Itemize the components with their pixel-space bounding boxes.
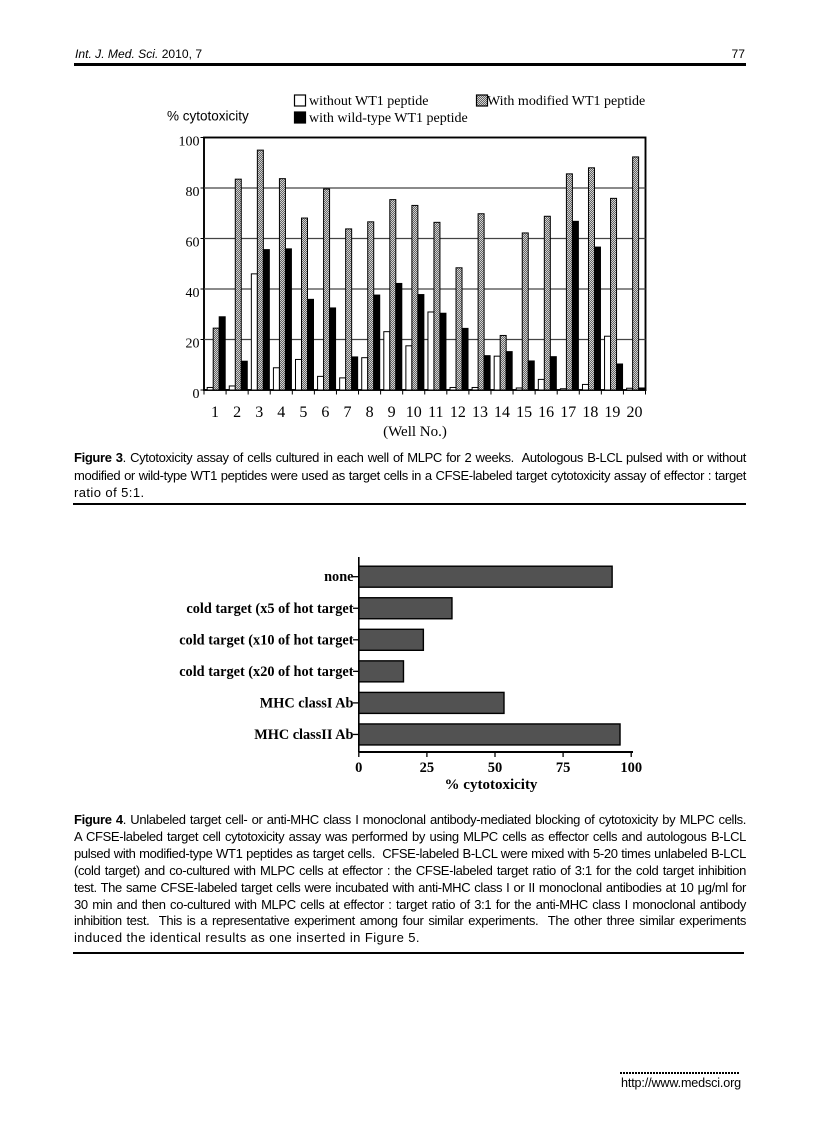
svg-text:6: 6: [321, 404, 329, 421]
svg-text:cold target (x10 of hot target: cold target (x10 of hot target: [179, 632, 354, 648]
svg-text:12: 12: [450, 404, 466, 421]
svg-text:none: none: [324, 569, 353, 585]
svg-text:With modified WT1 peptide: With modified WT1 peptide: [487, 94, 645, 109]
svg-text:16: 16: [538, 404, 554, 421]
svg-text:MHC classII Ab: MHC classII Ab: [254, 727, 353, 743]
svg-text:100: 100: [179, 135, 200, 150]
svg-text:1: 1: [211, 404, 219, 421]
svg-text:8: 8: [366, 404, 374, 421]
svg-text:20: 20: [186, 337, 200, 352]
svg-text:(Well No.): (Well No.): [383, 424, 447, 440]
svg-text:14: 14: [494, 404, 510, 421]
svg-text:7: 7: [343, 404, 351, 421]
svg-text:75: 75: [556, 760, 571, 776]
svg-text:5: 5: [299, 404, 307, 421]
svg-text:with wild-type WT1 peptide: with wild-type WT1 peptide: [309, 111, 468, 126]
svg-text:10: 10: [406, 404, 422, 421]
svg-text:50: 50: [488, 760, 503, 776]
svg-text:40: 40: [186, 286, 200, 301]
svg-text:100: 100: [620, 760, 642, 776]
svg-text:25: 25: [420, 760, 435, 776]
svg-text:60: 60: [186, 236, 200, 251]
svg-text:20: 20: [626, 404, 642, 421]
svg-text:cold target (x5 of hot target: cold target (x5 of hot target: [186, 601, 353, 617]
svg-text:3: 3: [255, 404, 263, 421]
svg-text:without WT1 peptide: without WT1 peptide: [309, 94, 429, 109]
svg-text:2: 2: [233, 404, 241, 421]
svg-text:80: 80: [186, 185, 200, 200]
svg-text:MHC classI Ab: MHC classI Ab: [260, 695, 354, 711]
svg-text:% cytotoxicity: % cytotoxicity: [167, 109, 249, 124]
svg-text:cold target (x20 of hot target: cold target (x20 of hot target: [179, 664, 354, 680]
svg-text:% cytotoxicity: % cytotoxicity: [445, 777, 538, 793]
svg-text:11: 11: [428, 404, 443, 421]
svg-text:0: 0: [355, 760, 362, 776]
svg-text:18: 18: [582, 404, 598, 421]
svg-text:4: 4: [277, 404, 285, 421]
svg-text:13: 13: [472, 404, 488, 421]
svg-text:15: 15: [516, 404, 532, 421]
svg-text:0: 0: [193, 387, 200, 402]
svg-text:17: 17: [560, 404, 576, 421]
svg-text:19: 19: [604, 404, 620, 421]
svg-text:9: 9: [388, 404, 396, 421]
